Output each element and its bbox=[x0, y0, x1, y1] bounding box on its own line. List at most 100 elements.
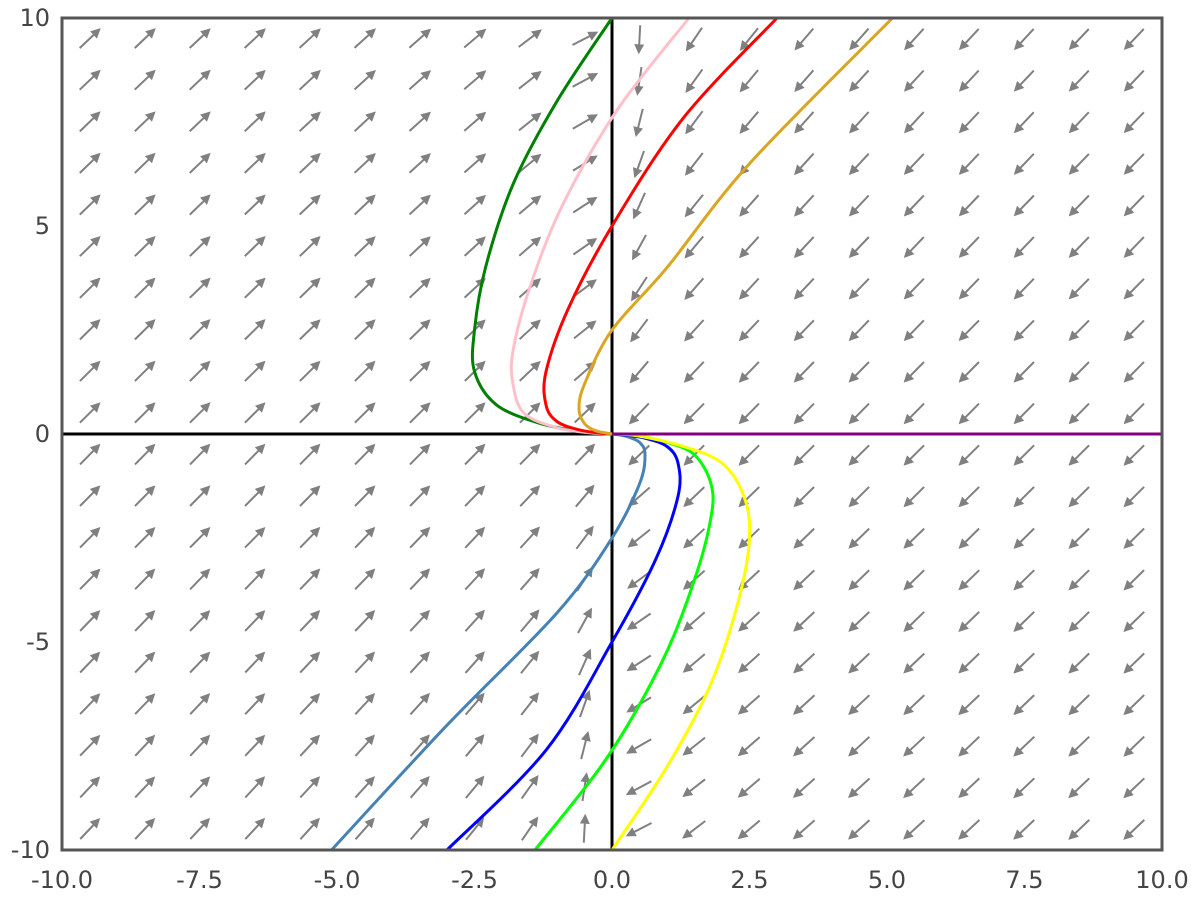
field-arrow bbox=[738, 653, 761, 674]
field-arrow bbox=[1013, 611, 1035, 632]
field-arrow bbox=[739, 111, 759, 134]
field-arrow bbox=[738, 611, 761, 632]
field-arrow bbox=[354, 734, 375, 757]
field-arrow bbox=[903, 486, 925, 508]
field-arrow bbox=[848, 736, 871, 757]
field-arrow bbox=[903, 319, 925, 342]
x-tick-label: 7.5 bbox=[1005, 866, 1043, 894]
field-arrow bbox=[134, 610, 156, 632]
field-arrow bbox=[958, 777, 980, 799]
field-arrow bbox=[848, 444, 870, 466]
field-arrow bbox=[189, 319, 211, 341]
field-arrow bbox=[354, 817, 375, 840]
field-arrow bbox=[627, 570, 651, 589]
field-arrow bbox=[738, 486, 760, 508]
field-arrow bbox=[848, 486, 870, 508]
field-arrow bbox=[1123, 527, 1145, 549]
field-arrow bbox=[409, 360, 431, 382]
field-arrow bbox=[579, 689, 592, 718]
field-arrow bbox=[519, 567, 540, 591]
field-arrow bbox=[463, 28, 487, 49]
field-arrow bbox=[574, 402, 596, 424]
field-arrow bbox=[189, 28, 211, 49]
field-arrow bbox=[244, 651, 266, 674]
field-arrow bbox=[1068, 819, 1090, 840]
field-arrow bbox=[739, 69, 759, 93]
field-arrow bbox=[1068, 402, 1090, 425]
field-arrow bbox=[134, 360, 156, 382]
field-arrow bbox=[134, 194, 156, 216]
field-arrow bbox=[1123, 611, 1145, 632]
field-arrow bbox=[354, 277, 376, 299]
field-arrow bbox=[463, 70, 487, 90]
field-arrow bbox=[299, 402, 321, 424]
field-arrow bbox=[1068, 153, 1090, 175]
field-arrow bbox=[299, 236, 321, 257]
field-arrow bbox=[189, 236, 211, 257]
field-arrow bbox=[958, 402, 980, 425]
field-arrow bbox=[1068, 652, 1090, 674]
field-arrow bbox=[575, 525, 594, 550]
field-arrow bbox=[1068, 486, 1090, 508]
field-arrow bbox=[409, 485, 431, 507]
field-arrow bbox=[634, 25, 645, 55]
trajectory-line bbox=[330, 432, 647, 852]
field-arrow bbox=[244, 485, 266, 507]
field-arrow bbox=[134, 526, 156, 549]
field-arrow bbox=[79, 485, 101, 507]
field-arrow bbox=[299, 651, 321, 674]
field-arrow bbox=[299, 734, 321, 757]
field-arrow bbox=[848, 527, 870, 549]
field-arrow bbox=[626, 612, 652, 631]
field-arrow bbox=[244, 568, 266, 590]
field-arrow bbox=[737, 736, 761, 757]
field-arrow bbox=[793, 527, 815, 549]
field-arrow bbox=[903, 611, 925, 632]
field-arrow bbox=[189, 152, 211, 174]
field-arrow bbox=[79, 776, 101, 799]
field-arrow bbox=[738, 444, 760, 466]
field-arrow bbox=[958, 486, 980, 508]
field-arrow bbox=[626, 654, 652, 672]
trajectory-line bbox=[610, 432, 752, 851]
field-arrow bbox=[134, 152, 156, 174]
field-arrow bbox=[408, 153, 431, 174]
field-arrow bbox=[848, 153, 870, 175]
field-arrow bbox=[519, 443, 541, 466]
field-arrow bbox=[409, 319, 431, 341]
field-arrow bbox=[958, 361, 980, 383]
field-arrow bbox=[738, 361, 760, 383]
x-tick-label: 10.0 bbox=[1135, 866, 1188, 894]
field-arrow bbox=[79, 443, 101, 466]
field-arrow bbox=[299, 526, 321, 549]
field-arrow bbox=[79, 568, 101, 590]
field-arrow bbox=[134, 485, 156, 507]
field-arrow bbox=[1123, 486, 1145, 508]
field-arrow bbox=[958, 69, 980, 92]
field-arrow bbox=[189, 651, 211, 674]
field-arrow bbox=[685, 68, 704, 94]
field-arrow bbox=[903, 736, 926, 757]
field-arrow bbox=[299, 817, 320, 840]
field-arrow bbox=[244, 693, 266, 715]
y-tick-label: -5 bbox=[26, 628, 50, 656]
field-arrow bbox=[189, 610, 211, 632]
field-arrow bbox=[793, 361, 815, 383]
field-arrow bbox=[520, 774, 539, 800]
field-arrow bbox=[244, 402, 266, 424]
field-arrow bbox=[1123, 361, 1145, 383]
field-arrow bbox=[134, 319, 156, 341]
field-arrow bbox=[1068, 111, 1090, 134]
field-arrow bbox=[189, 443, 211, 466]
field-arrow bbox=[409, 775, 430, 799]
field-arrow bbox=[189, 526, 211, 549]
field-arrow bbox=[189, 360, 211, 382]
field-arrow bbox=[683, 528, 706, 549]
field-arrow bbox=[903, 361, 925, 383]
field-arrow bbox=[354, 526, 376, 549]
field-arrow bbox=[244, 526, 266, 549]
field-arrow bbox=[79, 277, 101, 299]
field-arrow bbox=[465, 734, 485, 757]
field-arrow bbox=[958, 527, 980, 549]
